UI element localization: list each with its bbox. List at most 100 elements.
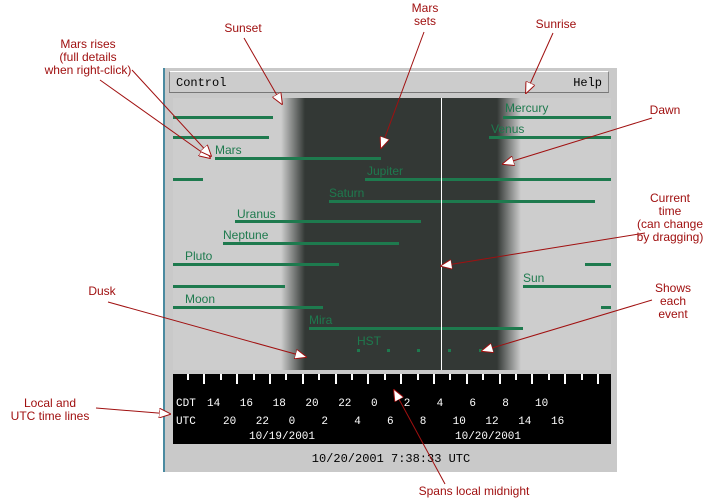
annotation-shows-each-event: Shows each event <box>654 281 692 321</box>
annotation-mars-sets: Mars sets <box>411 1 439 28</box>
track-moon-2[interactable] <box>601 306 611 309</box>
utc-hour-label: 12 <box>485 416 499 428</box>
time-tick <box>531 374 534 384</box>
events-plot[interactable]: Mercury Venus Mars Jupiter Saturn Uranus… <box>173 98 611 370</box>
time-tick <box>597 374 599 384</box>
hst-event-dot[interactable] <box>448 349 451 352</box>
label-neptune: Neptune <box>223 228 269 242</box>
utc-hour-label: 2 <box>321 416 328 428</box>
track-pluto-2[interactable] <box>585 263 611 266</box>
time-tick <box>252 374 255 380</box>
time-tick <box>416 374 419 380</box>
track-uranus[interactable] <box>235 220 421 223</box>
utc-hour-label: 20 <box>223 416 237 428</box>
track-pluto[interactable] <box>173 263 339 266</box>
annotation-dusk: Dusk <box>88 284 116 298</box>
hst-event-dot[interactable] <box>417 349 420 352</box>
utc-hour-label: 4 <box>354 416 361 428</box>
track-mira[interactable] <box>309 327 523 330</box>
utc-hour-label: 8 <box>419 416 427 428</box>
time-tick <box>187 374 189 380</box>
hst-event-dot[interactable] <box>357 349 360 352</box>
track-neptune[interactable] <box>223 242 399 245</box>
time-tick <box>498 374 501 384</box>
time-tick <box>301 374 304 384</box>
track-mercury[interactable] <box>503 116 611 119</box>
time-tick <box>482 374 485 380</box>
utc-hour-label: 16 <box>551 416 565 428</box>
track-jupiter[interactable] <box>365 178 611 181</box>
cdt-hour-label: 8 <box>502 398 509 410</box>
cdt-hour-label: 2 <box>403 398 411 410</box>
menu-bar: Control Help <box>169 71 609 93</box>
label-jupiter: Jupiter <box>367 164 404 178</box>
label-uranus: Uranus <box>237 207 276 221</box>
time-tick <box>285 374 288 380</box>
annotation-sunset: Sunset <box>224 21 262 35</box>
menu-help[interactable]: Help <box>573 76 602 90</box>
time-tick <box>219 374 222 380</box>
annotation-dawn: Dawn <box>649 103 681 117</box>
time-tick <box>400 374 403 384</box>
label-mercury: Mercury <box>505 101 549 115</box>
cdt-hour-label: 18 <box>272 398 286 410</box>
cdt-hour-label: 10 <box>535 398 549 410</box>
cdt-label: CDT <box>176 398 196 410</box>
time-tick <box>433 374 435 384</box>
date-left: 10/19/2001 <box>249 431 316 443</box>
current-time-line[interactable] <box>441 98 442 370</box>
annotation-current-time: Current time (can change by dragging) <box>636 191 704 244</box>
utc-hour-label: 22 <box>255 416 269 428</box>
annotation-spans-midnight: Spans local midnight <box>418 484 530 498</box>
utc-label: UTC <box>176 416 196 428</box>
arrow-local-utc <box>95 407 170 414</box>
label-sun: Sun <box>523 271 545 285</box>
hst-event-dot[interactable] <box>387 349 390 352</box>
track-mercury-2[interactable] <box>173 116 273 119</box>
time-tick <box>449 374 452 380</box>
time-tick <box>547 374 550 380</box>
track-saturn[interactable] <box>329 200 595 203</box>
time-tick <box>269 374 271 384</box>
time-tick <box>465 374 468 384</box>
time-tick <box>203 374 206 384</box>
label-mars: Mars <box>215 143 242 157</box>
label-pluto: Pluto <box>185 249 213 263</box>
label-hst: HST <box>357 334 381 348</box>
cdt-hour-label: 14 <box>207 398 221 410</box>
track-sun-2[interactable] <box>173 285 285 288</box>
cdt-hour-label: 0 <box>371 398 378 410</box>
time-tick <box>334 374 337 384</box>
date-right: 10/20/2001 <box>455 431 522 443</box>
utc-hour-label: 10 <box>452 416 466 428</box>
utc-hour-label: 6 <box>387 416 394 428</box>
time-tick <box>383 374 386 380</box>
track-moon[interactable] <box>173 306 323 309</box>
annotation-sunrise: Sunrise <box>535 17 577 31</box>
track-sun[interactable] <box>523 285 611 288</box>
cdt-hour-label: 20 <box>305 398 319 410</box>
time-tick <box>236 374 239 384</box>
annotation-mars-rises: Mars rises (full details when right-click) <box>44 37 132 77</box>
utc-hour-label: 14 <box>518 416 532 428</box>
time-tick <box>318 374 321 380</box>
time-axis: CDT UTC 14 16 18 20 22 0 2 4 6 8 10 20 22 0 2 4 6 8 10 12 1… <box>173 374 611 444</box>
annotation-local-utc: Local and UTC time lines <box>10 396 90 423</box>
cdt-hour-label: 4 <box>436 398 444 410</box>
time-tick <box>515 374 517 380</box>
cdt-hour-label: 6 <box>469 398 476 410</box>
time-tick <box>367 374 370 384</box>
track-mars[interactable] <box>215 157 381 160</box>
status-datetime: 10/20/2001 7:38:33 UTC <box>311 452 471 466</box>
label-moon: Moon <box>185 292 216 306</box>
time-tick <box>580 374 583 380</box>
menu-control[interactable]: Control <box>176 76 227 90</box>
label-mira: Mira <box>309 313 333 327</box>
hst-event-dot[interactable] <box>479 349 482 352</box>
label-saturn: Saturn <box>329 186 365 200</box>
cdt-hour-label: 22 <box>338 398 352 410</box>
track-venus-2[interactable] <box>173 136 269 139</box>
track-jupiter-2[interactable] <box>173 178 203 181</box>
time-tick <box>564 374 567 384</box>
track-venus[interactable] <box>489 136 611 139</box>
